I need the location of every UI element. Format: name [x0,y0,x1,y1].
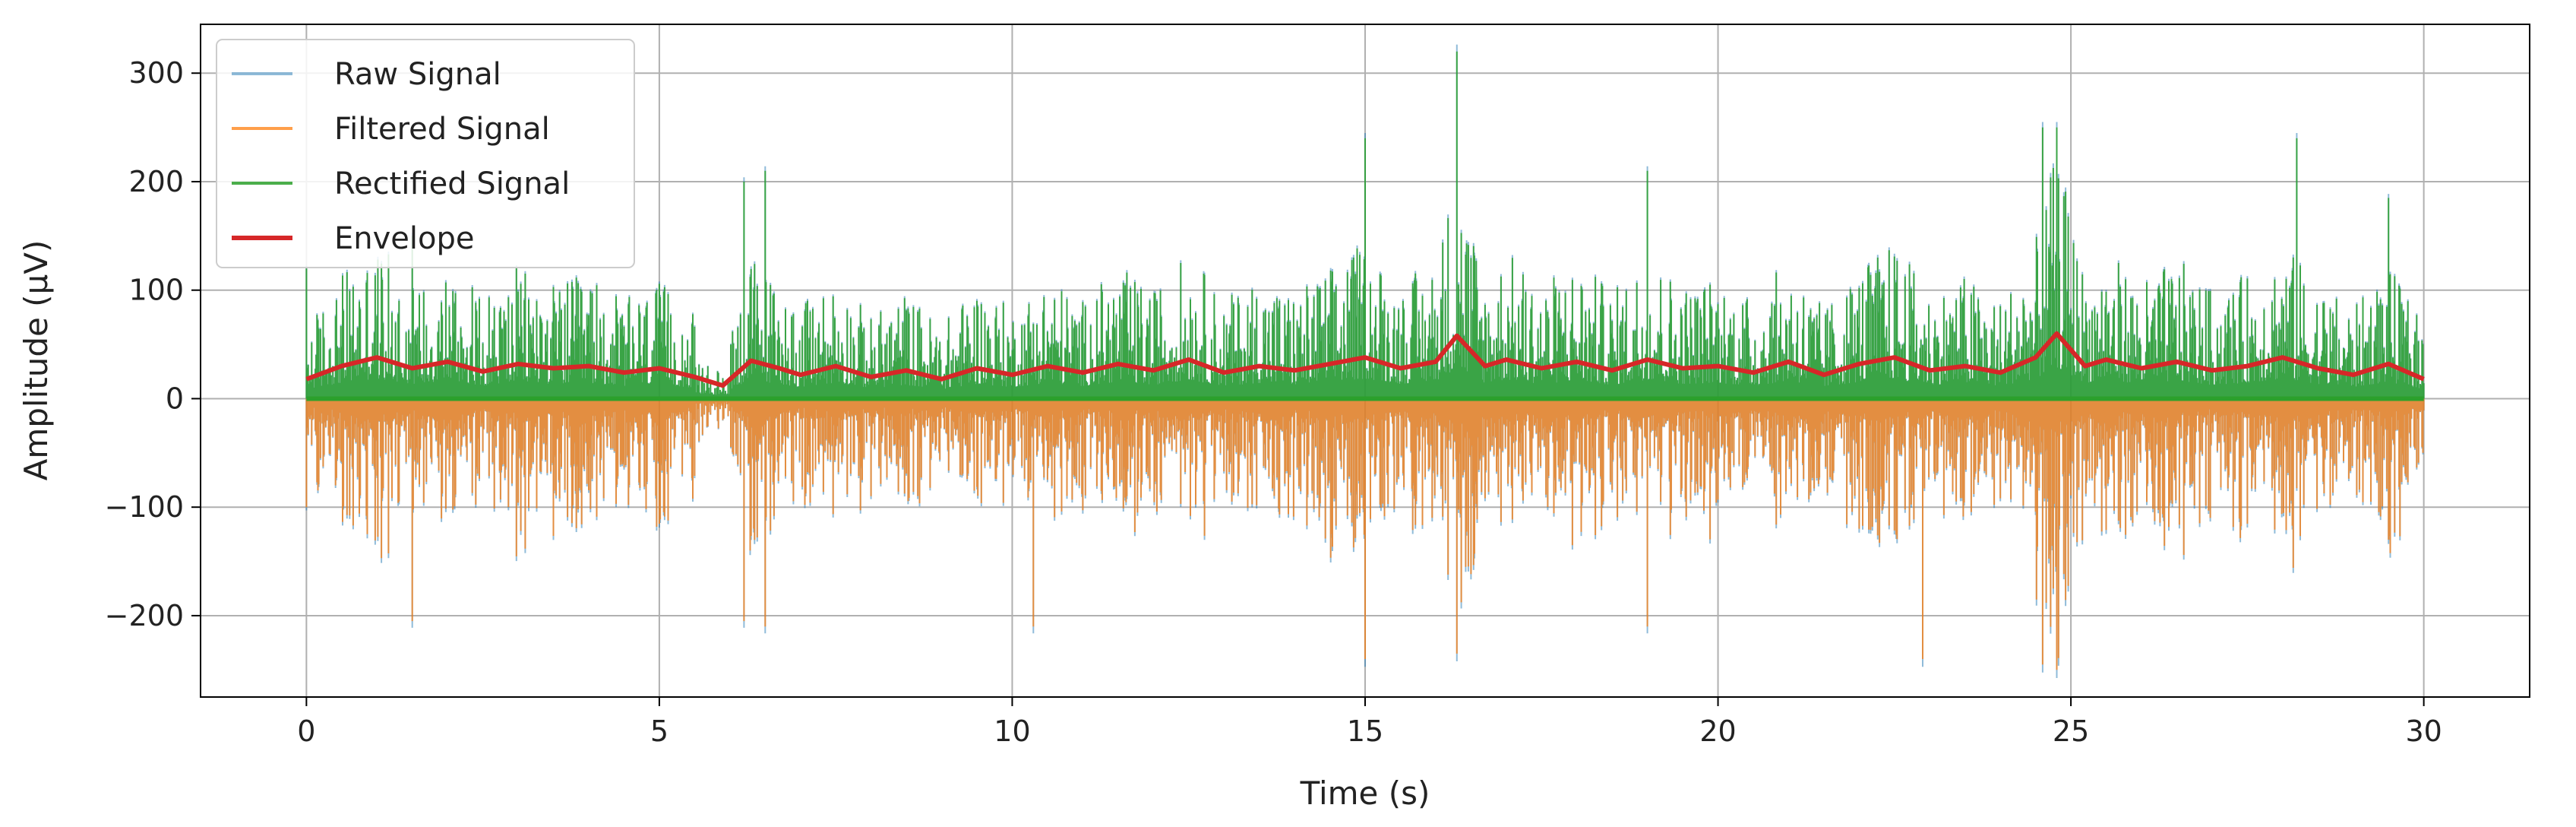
legend-label: Raw Signal [334,57,501,92]
y-tick-label: 300 [128,56,184,90]
x-tick-label: 30 [2405,715,2442,748]
x-tick-label: 15 [1347,715,1383,748]
y-tick-label: 200 [128,165,184,198]
y-tick-label: 0 [166,382,184,415]
legend-box [216,39,635,268]
signal-layer [305,44,2425,678]
legend-label: Envelope [334,221,475,256]
filtered-signal-series [305,398,2425,670]
y-tick-label: −100 [105,490,184,524]
legend-label: Filtered Signal [334,112,550,147]
x-tick-label: 10 [994,715,1030,748]
x-tick-label: 5 [650,715,668,748]
x-axis-label: Time (s) [1300,775,1430,812]
axes-frame [200,24,2530,698]
y-tick-label: 100 [128,274,184,307]
y-tick-label: −200 [105,599,184,632]
legend: Raw Signal Filtered Signal Rectified Signa… [216,39,635,268]
y-axis-label: Amplitude (μV) [17,240,55,481]
x-tick-label: 20 [1699,715,1736,748]
envelope-series [305,331,2425,388]
x-tick-label: 0 [297,715,315,748]
ticks-layer: 0 5 10 15 20 25 30 −200 −100 0 100 200 300 [105,56,2442,748]
legend-label: Rectified Signal [334,166,570,201]
x-tick-label: 25 [2053,715,2089,748]
